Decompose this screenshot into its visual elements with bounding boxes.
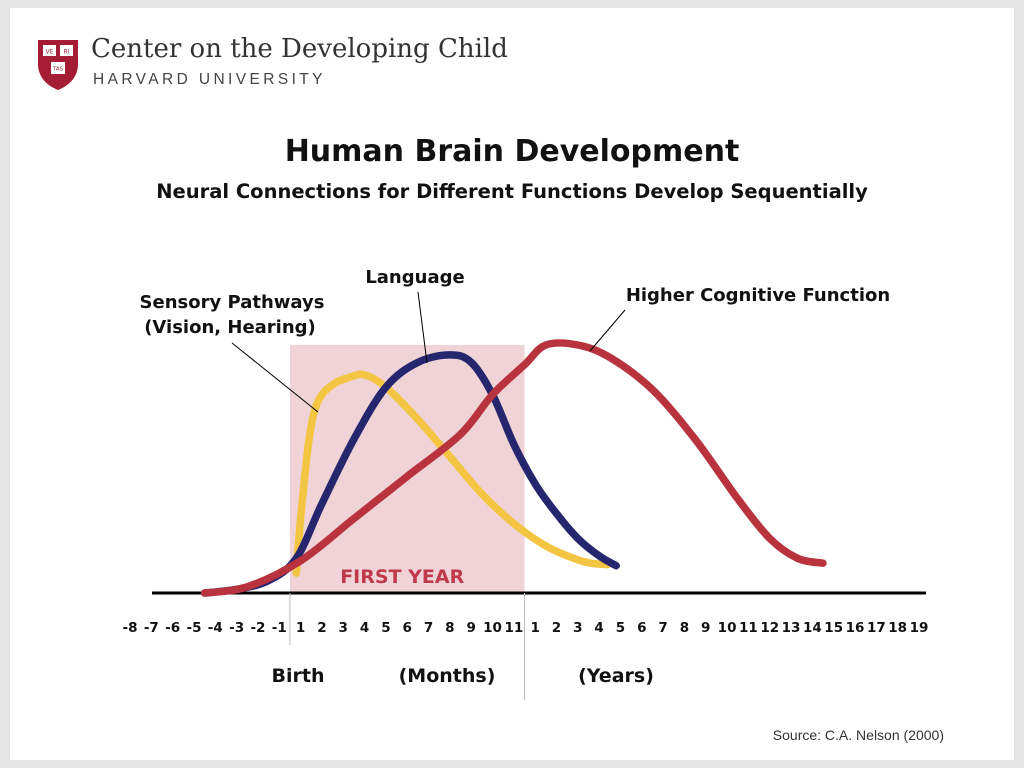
higher-cognitive-function-curve — [200, 339, 827, 597]
x-tick-label: 4 — [594, 620, 603, 636]
x-tick-label: -1 — [272, 620, 287, 636]
x-tick-label: 3 — [573, 620, 582, 636]
org-name: Center on the Developing Child — [91, 34, 508, 64]
language-label: Language — [365, 267, 464, 288]
x-tick-label: 14 — [803, 620, 822, 636]
x-tick-label: 1 — [296, 620, 305, 636]
sensory-pathways-curve — [292, 370, 612, 577]
x-tick-label: 17 — [867, 620, 886, 636]
x-tick-label: 7 — [658, 620, 667, 636]
years-label: (Years) — [578, 665, 654, 687]
x-tick-label: 18 — [888, 620, 907, 636]
x-tick-label: -4 — [208, 620, 223, 636]
x-tick-label: 6 — [403, 620, 412, 636]
org-subtitle: HARVARD UNIVERSITY — [93, 71, 326, 88]
x-tick-label: 3 — [339, 620, 348, 636]
x-tick-label: 10 — [718, 620, 737, 636]
sensory-label-line2: (Vision, Hearing) — [144, 317, 316, 338]
x-tick-label: 11 — [739, 620, 758, 636]
chart-title: Human Brain Development — [284, 134, 740, 169]
x-tick-label: -8 — [123, 620, 138, 636]
shield-text-ri: RI — [64, 49, 70, 56]
x-tick-label: 19 — [910, 620, 929, 636]
x-tick-label: 15 — [824, 620, 843, 636]
sensory-leader-line — [231, 342, 319, 413]
x-tick-label: 11 — [504, 620, 523, 636]
shield-text-tas: TAS — [52, 67, 64, 73]
x-tick-label: 13 — [782, 620, 801, 636]
x-tick-label: -2 — [250, 620, 265, 636]
chart-subtitle: Neural Connections for Different Functio… — [156, 180, 868, 203]
x-tick-label: 9 — [466, 620, 475, 636]
x-tick-label: 5 — [616, 620, 625, 636]
x-tick-label: 1 — [530, 620, 539, 636]
x-tick-label: 10 — [483, 620, 502, 636]
x-tick-label: 6 — [637, 620, 646, 636]
x-tick-label: -7 — [144, 620, 159, 636]
harvard-shield-icon: VE RI TAS — [38, 40, 78, 90]
cognitive-leader-line — [589, 309, 626, 352]
x-tick-label: 9 — [701, 620, 710, 636]
sensory-label: Sensory Pathways — [140, 292, 325, 313]
x-tick-label: 16 — [846, 620, 865, 636]
source-citation: Source: C.A. Nelson (2000) — [772, 727, 944, 743]
x-tick-label: -6 — [165, 620, 180, 636]
x-tick-label: 2 — [317, 620, 326, 636]
x-tick-label: 7 — [424, 620, 433, 636]
first-year-label: FIRST YEAR — [340, 566, 464, 588]
x-tick-label: -3 — [229, 620, 244, 636]
months-label: (Months) — [399, 665, 496, 687]
x-tick-label: -5 — [186, 620, 201, 636]
x-tick-label: 5 — [381, 620, 390, 636]
language-leader-line — [417, 291, 428, 364]
shield-text-ve: VE — [46, 49, 54, 56]
x-tick-label: 8 — [680, 620, 689, 636]
birth-label: Birth — [272, 665, 325, 687]
cognitive-label: Higher Cognitive Function — [626, 285, 890, 306]
x-tick-label: 8 — [445, 620, 454, 636]
x-tick-label: 2 — [552, 620, 561, 636]
x-tick-label: 4 — [360, 620, 369, 636]
x-tick-label: 12 — [760, 620, 779, 636]
